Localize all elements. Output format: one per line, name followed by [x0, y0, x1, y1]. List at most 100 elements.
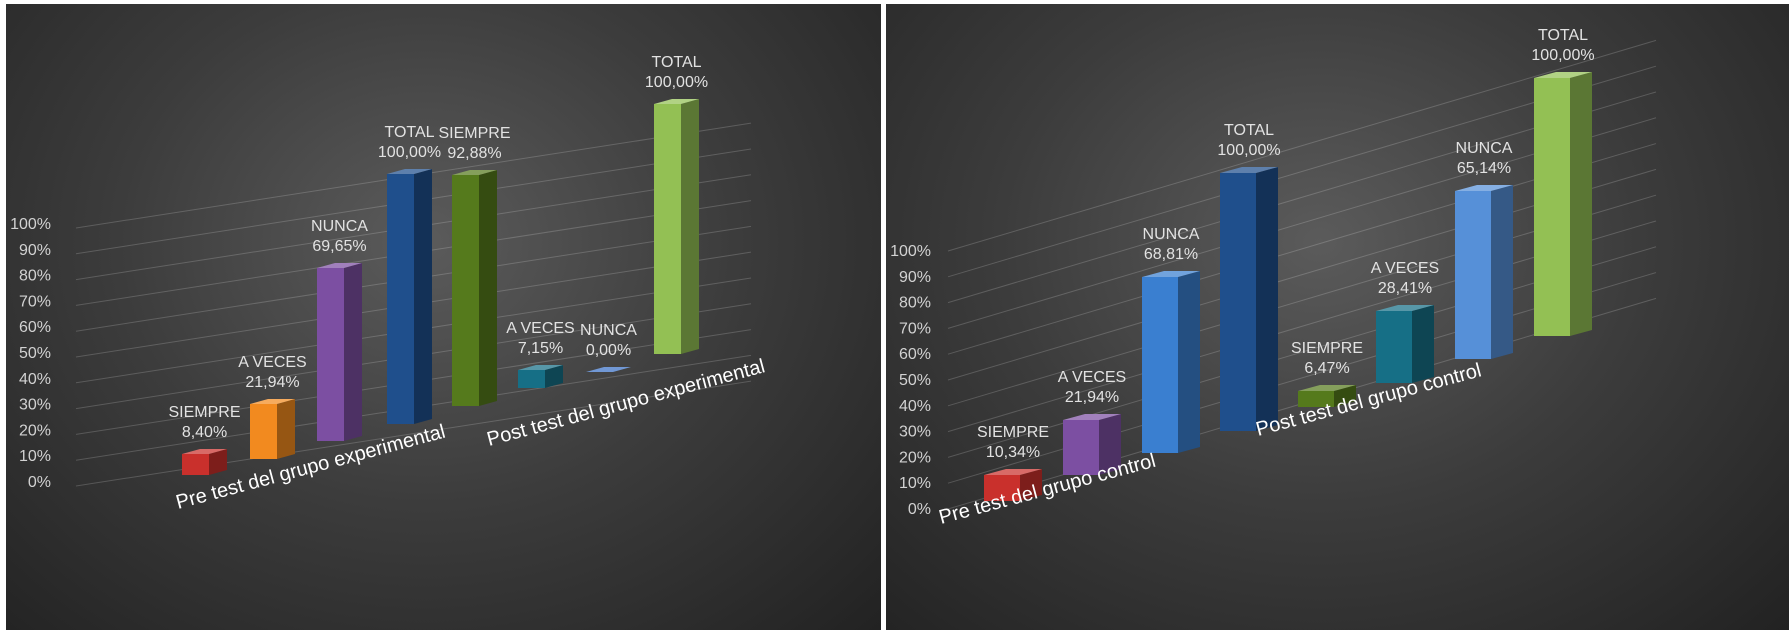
data-label-value: 68,81%	[1144, 246, 1198, 263]
bar-pre-test-del-grupo-control-siempre: SIEMPRE 10,34%	[977, 424, 1049, 501]
data-label-value: 92,88%	[447, 145, 501, 162]
y-tick-label: 90%	[19, 242, 51, 259]
bar-front	[1455, 191, 1491, 359]
y-tick-label: 100%	[10, 216, 51, 233]
bar-post-test-del-grupo-control-siempre: SIEMPRE 6,47%	[1291, 340, 1363, 407]
y-tick-label: 40%	[19, 371, 51, 388]
bar-side	[1099, 414, 1121, 475]
data-label-value: 65,14%	[1457, 160, 1511, 177]
data-label-series-name: A VECES	[1058, 369, 1126, 386]
y-tick-label: 0%	[28, 474, 51, 491]
y-tick-label: 90%	[899, 269, 931, 286]
bar-front	[1534, 78, 1570, 336]
data-label-value: 8,40%	[182, 424, 227, 441]
bar-top	[317, 263, 362, 268]
y-tick-label: 50%	[899, 372, 931, 389]
bar-top	[1298, 385, 1356, 391]
data-label-value: 0,00%	[586, 342, 631, 359]
bar-top	[387, 169, 432, 174]
y-tick-label: 70%	[19, 293, 51, 310]
bar-side	[545, 365, 563, 388]
data-label-series-name: TOTAL	[651, 54, 701, 71]
bar-side	[1491, 185, 1513, 359]
data-label-value: 69,65%	[312, 238, 366, 255]
y-tick-label: 10%	[19, 448, 51, 465]
bar-top	[1455, 185, 1513, 191]
bar-top	[586, 367, 631, 372]
bar-front	[1063, 420, 1099, 475]
bar-front	[182, 454, 209, 475]
y-tick-label: 20%	[899, 449, 931, 466]
data-label-series-name: TOTAL	[384, 124, 434, 141]
data-label-value: 10,34%	[986, 444, 1040, 461]
y-tick-label: 30%	[19, 397, 51, 414]
bar-top	[1063, 414, 1121, 420]
y-tick-label: 80%	[899, 295, 931, 312]
bar-pre-test-del-grupo-experimental-total: TOTAL 100,00%	[378, 124, 441, 424]
bar-chart-experimental: 100% 90% 80% 70% 60% 50% 40% 30% 20% 10% 0% SIEMPRE…	[10, 54, 767, 514]
data-label-value: 100,00%	[1217, 142, 1280, 159]
bar-top	[1376, 305, 1434, 311]
bar-front	[654, 104, 681, 354]
bar-top	[1142, 271, 1200, 277]
data-label-series-name: TOTAL	[1538, 27, 1588, 44]
data-label-value: 7,15%	[518, 340, 563, 357]
data-label-series-name: A VECES	[238, 354, 306, 371]
bar-pre-test-del-grupo-control-a-veces: A VECES 21,94%	[1058, 369, 1126, 475]
bar-front	[1298, 391, 1334, 407]
data-label-series-name: SIEMPRE	[438, 125, 510, 142]
y-tick-label: 100%	[890, 243, 931, 260]
bar-pre-test-del-grupo-control-nunca: NUNCA 68,81%	[1142, 226, 1200, 453]
chart-panel-pre-post-experimental: 100% 90% 80% 70% 60% 50% 40% 30% 20% 10% 0% SIEMPRE…	[6, 4, 881, 630]
y-tick-label: 70%	[899, 320, 931, 337]
bar-side	[277, 399, 295, 459]
bar-top	[1534, 72, 1592, 78]
y-tick-label: 60%	[19, 319, 51, 336]
bar-top	[250, 399, 295, 404]
y-tick-label: 20%	[19, 422, 51, 439]
bar-top	[452, 170, 497, 175]
bar-front	[1376, 311, 1412, 383]
category-label: Post test del grupo control	[1254, 359, 1484, 440]
bar-front	[1142, 277, 1178, 453]
data-label-value: 100,00%	[1531, 47, 1594, 64]
bar-side	[1412, 305, 1434, 383]
bar-side	[1334, 385, 1356, 407]
bar-post-test-del-grupo-experimental-nunca: NUNCA 0,00%	[580, 322, 637, 372]
y-tick-label: 40%	[899, 398, 931, 415]
data-label-value: 100,00%	[645, 74, 708, 91]
bar-top	[518, 365, 563, 370]
bar-front	[518, 370, 545, 388]
data-label-series-name: NUNCA	[1143, 226, 1200, 243]
bar-side	[1570, 72, 1592, 336]
bar-front	[250, 404, 277, 459]
data-label-value: 21,94%	[1065, 389, 1119, 406]
y-tick-label: 30%	[899, 424, 931, 441]
chart-panel-pre-post-control: 100% 90% 80% 70% 60% 50% 40% 30% 20% 10% 0% SIEMPRE…	[886, 4, 1789, 630]
data-label-value: 6,47%	[1304, 360, 1349, 377]
bar-side	[681, 99, 699, 354]
y-tick-label: 10%	[899, 475, 931, 492]
y-tick-label: 80%	[19, 268, 51, 285]
bar-side	[209, 449, 227, 475]
gridline	[947, 39, 1657, 252]
data-label-series-name: TOTAL	[1224, 122, 1274, 139]
bar-side	[1178, 271, 1200, 453]
bar-top	[1220, 167, 1278, 173]
bar-pre-test-del-grupo-experimental-a-veces: A VECES 21,94%	[238, 354, 307, 459]
data-label-series-name: SIEMPRE	[168, 404, 240, 421]
y-tick-label: 0%	[908, 501, 931, 518]
bar-front	[317, 268, 344, 441]
data-label-value: 28,41%	[1378, 280, 1432, 297]
bar-side	[479, 170, 497, 406]
bar-side	[1020, 469, 1042, 501]
bar-front	[452, 175, 479, 406]
bar-side	[344, 263, 362, 441]
data-label-value: 21,94%	[245, 374, 299, 391]
bar-post-test-del-grupo-control-a-veces: A VECES 28,41%	[1371, 260, 1439, 383]
bar-post-test-del-grupo-control-nunca: NUNCA 65,14%	[1455, 140, 1513, 359]
bar-post-test-del-grupo-experimental-siempre: SIEMPRE 92,88%	[438, 125, 511, 406]
bar-pre-test-del-grupo-experimental-siempre: SIEMPRE 8,40%	[168, 404, 241, 475]
bar-pre-test-del-grupo-control-total: TOTAL 100,00%	[1217, 122, 1281, 431]
data-label-series-name: A VECES	[506, 320, 574, 337]
